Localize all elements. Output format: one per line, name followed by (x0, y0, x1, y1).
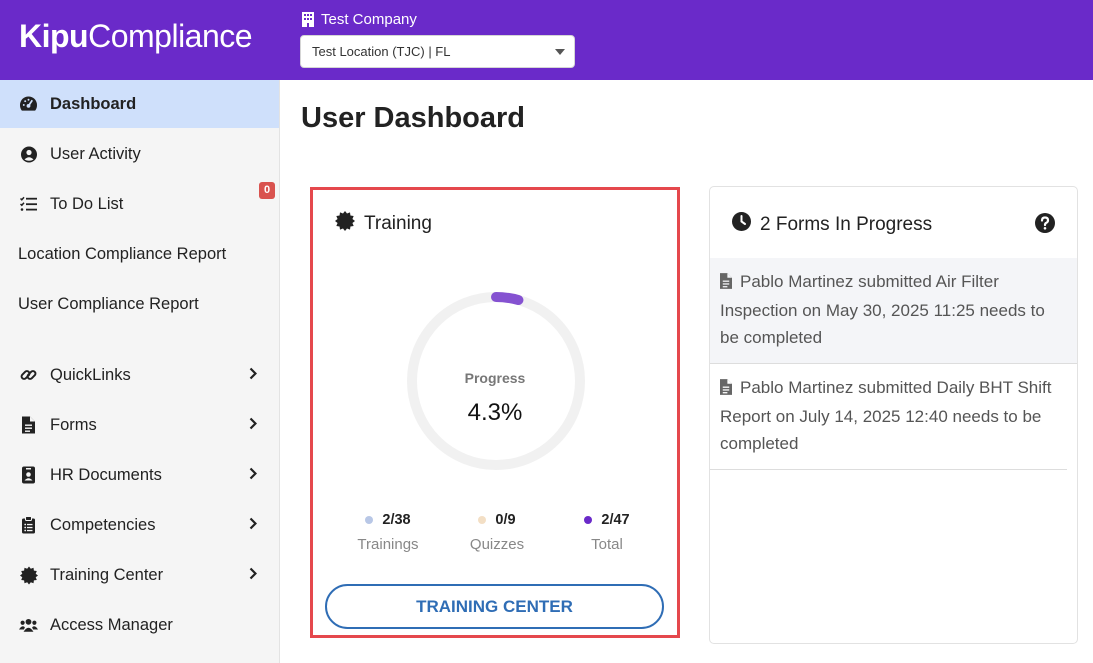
clock-icon (732, 212, 751, 237)
stat-value: 2/38 (382, 512, 411, 528)
sidebar-item-label: Training Center (50, 565, 164, 584)
stat-total: 2/47 Total (552, 512, 662, 553)
sidebar-item-user-compliance-report[interactable]: User Compliance Report (0, 280, 279, 328)
stat-value: 2/47 (601, 512, 630, 528)
clipboard-list-icon (19, 516, 38, 535)
sidebar-item-to-do-list[interactable]: To Do List (0, 180, 279, 228)
forms-in-progress-card: 2 Forms In Progress Pablo Martinez submi… (709, 186, 1078, 644)
progress-ring-fill (407, 292, 585, 470)
sidebar-item-user-activity[interactable]: User Activity (0, 130, 279, 178)
training-center-button[interactable]: TRAINING CENTER (325, 584, 664, 629)
legend-dot (478, 516, 487, 524)
stat-value: 0/9 (495, 512, 516, 528)
sidebar-item-hr-documents[interactable]: HR Documents (0, 451, 279, 499)
progress-label: Progress (464, 370, 526, 386)
sidebar-item-label: Access Manager (50, 615, 173, 634)
chevron-right-icon (249, 516, 258, 535)
todo-count-badge: 0 (259, 182, 275, 199)
chevron-right-icon (249, 466, 258, 485)
stat-caption: Quizzes (469, 536, 525, 553)
sidebar-item-label: Location Compliance Report (18, 244, 227, 263)
training-card: Training Progress 4.3% 2/38 Trainings 0/… (310, 187, 680, 638)
form-in-progress-item[interactable]: Pablo Martinez submitted Air Filter Insp… (710, 258, 1077, 364)
chevron-right-icon (249, 416, 258, 435)
forms-card-title: 2 Forms In Progress (732, 212, 932, 237)
sidebar-item-label: User Activity (50, 144, 141, 163)
question-circle-icon[interactable] (1035, 213, 1055, 238)
forms-list: Pablo Martinez submitted Air Filter Insp… (710, 258, 1077, 470)
form-in-progress-item[interactable]: Pablo Martinez submitted Daily BHT Shift… (710, 364, 1067, 470)
logo-text-light: Compliance (88, 18, 253, 54)
location-select-value: Test Location (TJC) | FL (312, 44, 451, 59)
location-select[interactable]: Test Location (TJC) | FL (300, 35, 575, 68)
progress-value: 4.3% (467, 399, 523, 426)
certificate-icon (335, 211, 355, 237)
building-icon (302, 12, 314, 27)
chevron-right-icon (249, 566, 258, 585)
sidebar-item-label: Competencies (50, 515, 156, 534)
sidebar-item-access-manager[interactable]: Access Manager (0, 601, 279, 649)
certificate-icon (19, 566, 38, 585)
stat-quizzes: 0/9 Quizzes (442, 512, 552, 553)
file-icon (720, 270, 732, 297)
caret-down-icon (555, 49, 565, 55)
sidebar-item-training-center[interactable]: Training Center (0, 551, 279, 599)
sidebar-item-label: QuickLinks (50, 365, 131, 384)
sidebar-item-quicklinks[interactable]: QuickLinks (0, 351, 279, 399)
sidebar-item-dashboard[interactable]: Dashboard (0, 80, 279, 128)
sidebar-item-competencies[interactable]: Competencies (0, 501, 279, 549)
stat-trainings: 2/38 Trainings (333, 512, 443, 553)
stat-caption: Trainings (357, 536, 419, 553)
page-title: User Dashboard (301, 102, 526, 134)
sidebar-item-label: To Do List (50, 194, 124, 213)
company-label: Test Company (321, 11, 417, 28)
sidebar: Dashboard User Activity To Do List Locat… (0, 80, 280, 663)
sidebar-item-label: Forms (50, 415, 97, 434)
sidebar-item-location-compliance-report[interactable]: Location Compliance Report (0, 230, 279, 278)
id-badge-icon (19, 466, 38, 485)
form-item-text: Pablo Martinez submitted Air Filter Insp… (720, 272, 1045, 347)
legend-dot (584, 516, 593, 524)
chevron-right-icon (249, 366, 258, 385)
legend-dot (365, 516, 374, 524)
sidebar-item-forms[interactable]: Forms (0, 401, 279, 449)
users-icon (19, 616, 38, 635)
stat-caption: Total (591, 536, 623, 553)
logo-text-bold: Kipu (19, 18, 89, 54)
top-bar: KipuCompliance Test Company Test Locatio… (0, 0, 1093, 80)
link-icon (19, 366, 38, 385)
gauge-icon (19, 95, 38, 114)
training-card-title: Training (335, 211, 432, 237)
company-name: Test Company (302, 11, 417, 28)
progress-ring (407, 292, 585, 470)
file-icon (720, 376, 732, 403)
forms-title-text: 2 Forms In Progress (760, 213, 933, 235)
training-title-text: Training (364, 213, 432, 234)
sidebar-item-label: User Compliance Report (18, 294, 199, 313)
sidebar-item-label: Dashboard (50, 94, 137, 113)
user-circle-icon (19, 145, 38, 164)
list-check-icon (19, 195, 38, 214)
form-item-text: Pablo Martinez submitted Daily BHT Shift… (720, 378, 1052, 453)
file-icon (19, 416, 38, 435)
sidebar-item-label: HR Documents (50, 465, 162, 484)
app-logo[interactable]: KipuCompliance (19, 18, 253, 55)
